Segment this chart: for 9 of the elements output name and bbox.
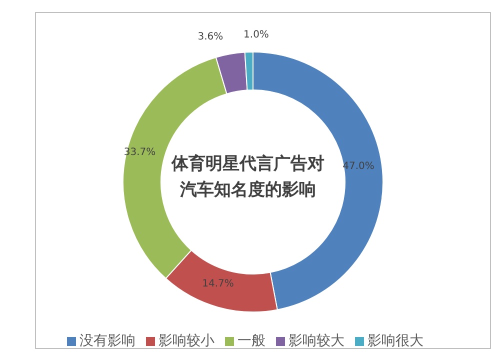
data-label: 3.6% xyxy=(198,32,224,43)
legend-label: 一般 xyxy=(238,333,266,349)
text: 体育明星代言广告对汽车知名度的影响 xyxy=(170,153,326,202)
legend-label: 影响较大 xyxy=(288,333,344,349)
legend-label: 影响很大 xyxy=(368,333,424,349)
legend-label: 没有影响 xyxy=(80,333,136,349)
data-label: 1.0% xyxy=(244,30,269,41)
legend-label: 影响较小 xyxy=(158,333,214,349)
data-label: 14.7% xyxy=(202,278,234,290)
